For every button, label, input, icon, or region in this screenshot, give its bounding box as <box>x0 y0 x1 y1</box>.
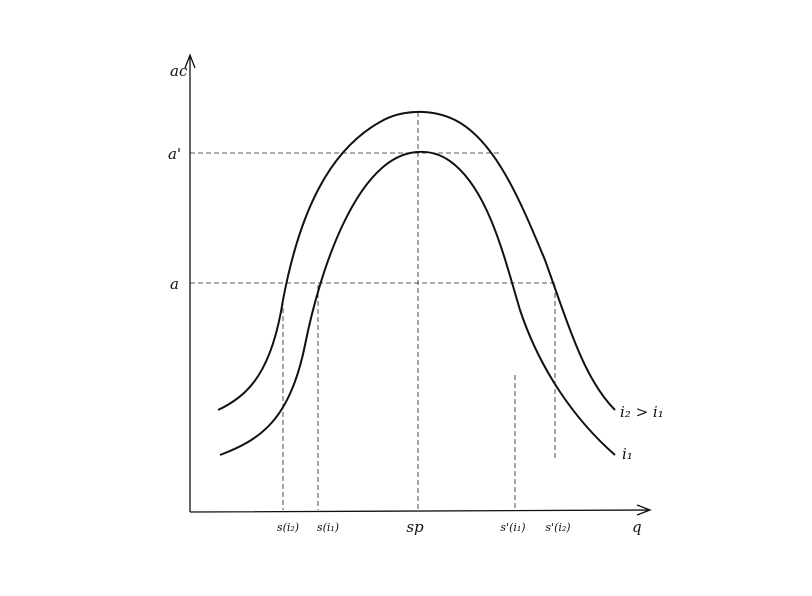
y-axis <box>184 53 196 512</box>
x-mark-label: s'(i₁) <box>500 521 525 534</box>
x-mark-label: s'(i₂) <box>545 521 570 534</box>
x-axis <box>189 504 652 516</box>
y-mark-label: a' <box>168 145 181 163</box>
curve-label: i₂ > i₁ <box>620 403 664 421</box>
y-axis-label: ac <box>170 62 188 80</box>
x-mark-label: s(i₂) <box>277 521 299 534</box>
x-mark-label: sp <box>406 518 424 536</box>
y-mark-label: a <box>170 275 179 293</box>
curve-i1 <box>219 150 616 456</box>
x-axis-label: q <box>632 518 642 536</box>
curve-i2 <box>217 111 616 411</box>
x-mark-label: s(i₁) <box>317 521 339 534</box>
curve-label: i₁ <box>622 445 633 463</box>
